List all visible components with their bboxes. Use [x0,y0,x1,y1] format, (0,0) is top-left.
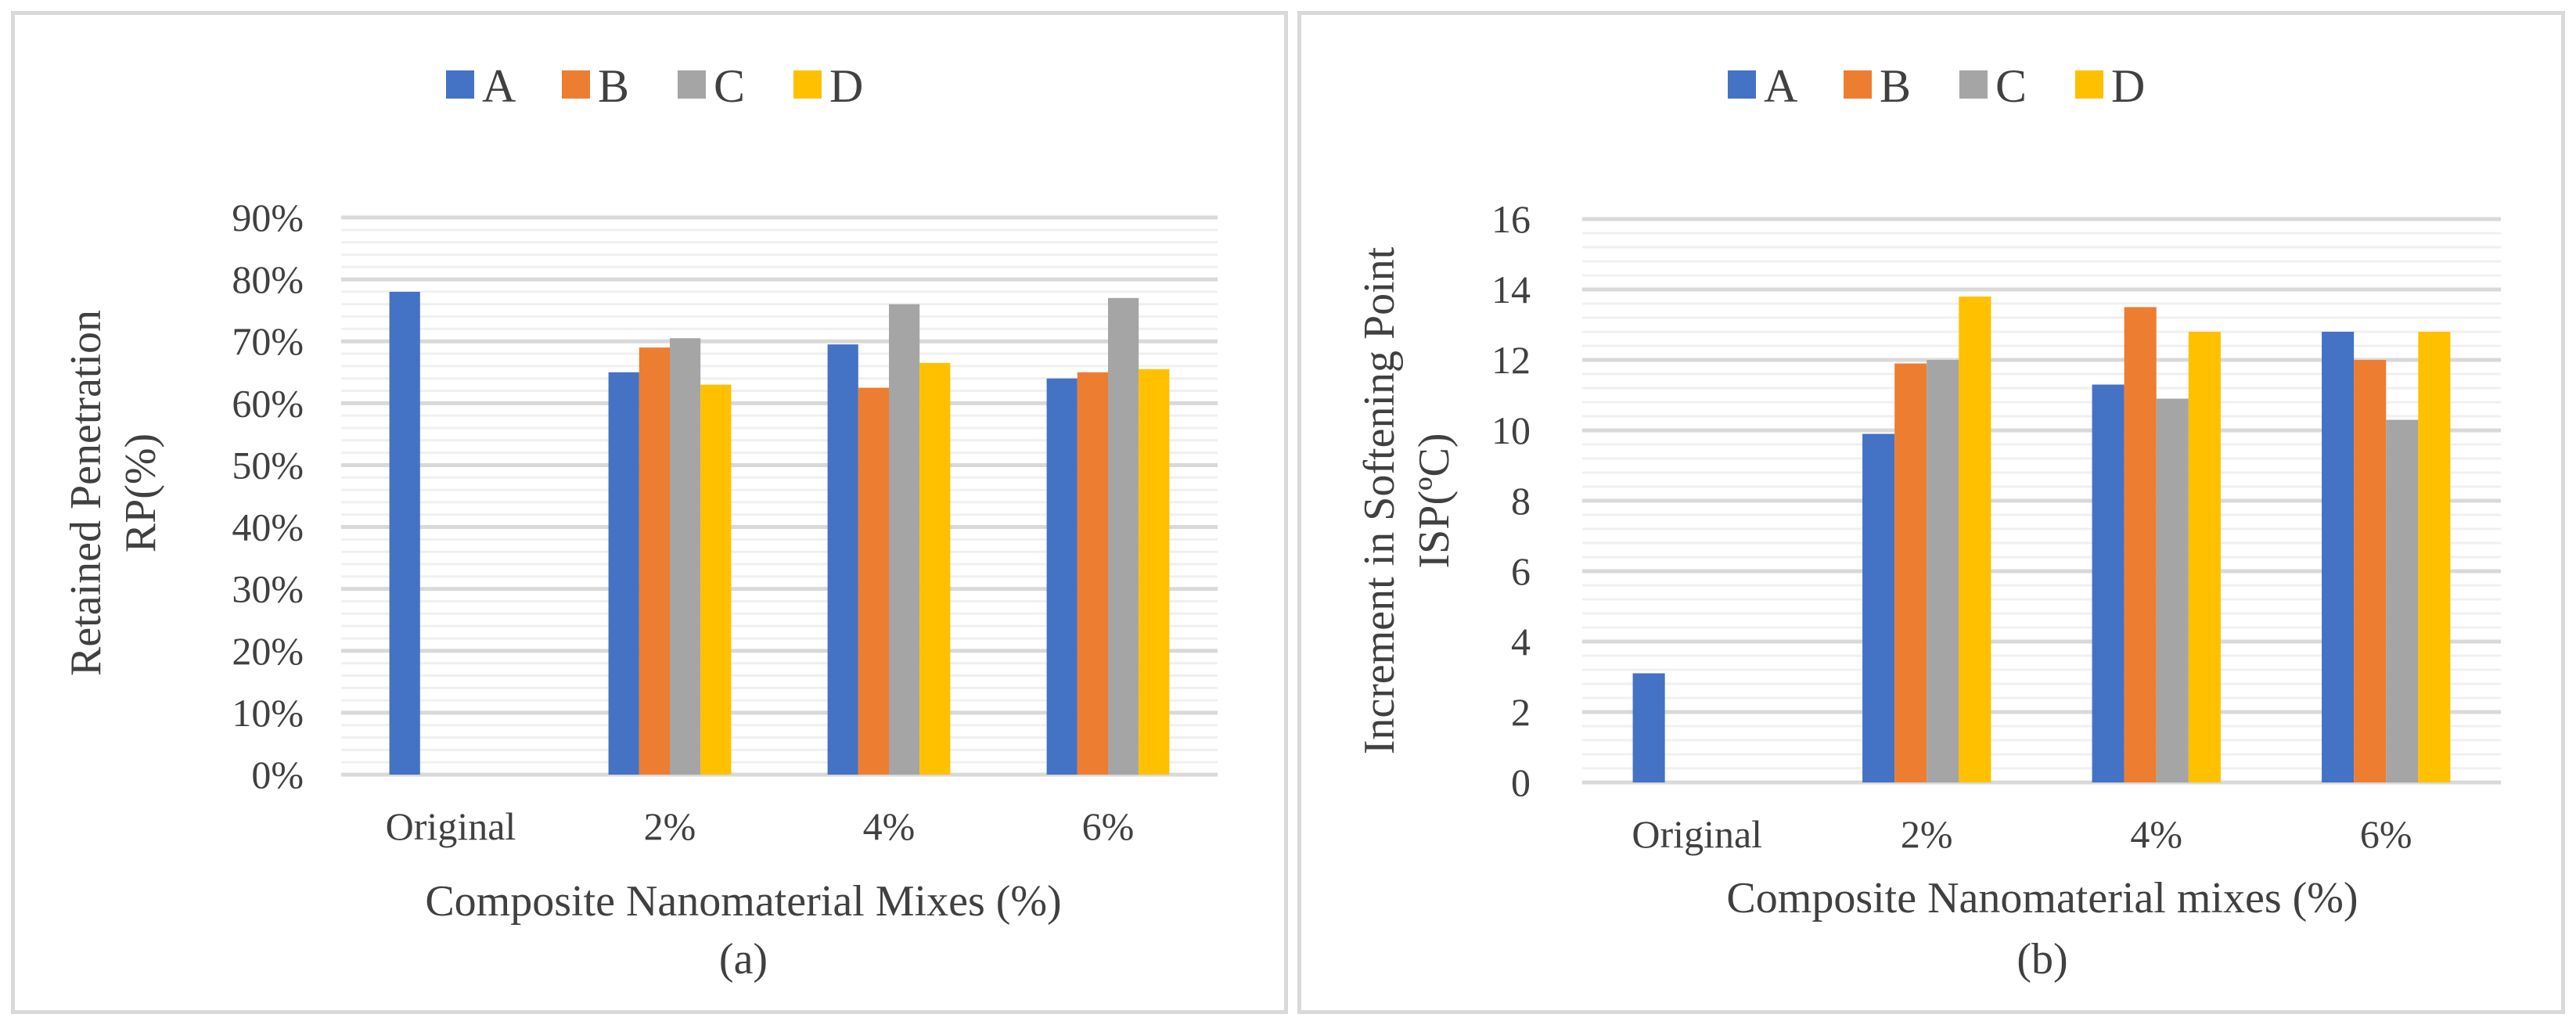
bar-a-3 [2092,384,2124,782]
x-category-label: 4% [2130,812,2182,856]
bar-c-3 [889,304,920,775]
y-tick-label: 10 [1491,408,1531,452]
bar-b-4 [1077,372,1108,775]
bar-a-1 [1632,673,1665,782]
legend-swatch-c [1959,70,1988,99]
bar-d-2 [1959,297,1991,782]
bar-d-3 [919,362,951,775]
x-axis-title: Composite Nanomaterial mixes (%) [1726,874,2358,922]
legend-label-b: B [598,60,629,112]
bar-a-1 [389,291,420,775]
bar-c-4 [1108,297,1139,775]
y-axis-title-line2: RP(%) [117,433,165,552]
x-category-label: Original [1632,812,1762,856]
bar-a-4 [2322,332,2355,782]
y-tick-label: 50% [232,443,304,487]
bar-b-3 [858,387,889,775]
legend-swatch-d [793,70,822,99]
bar-a-2 [1862,433,1895,782]
y-tick-label: 80% [232,257,304,301]
y-tick-label: 6 [1511,549,1531,593]
y-tick-label: 8 [1511,479,1531,523]
legend-label-d: D [2111,60,2145,112]
y-tick-label: 30% [232,567,304,611]
bar-b-2 [1894,363,1927,782]
y-tick-label: 16 [1491,197,1531,241]
panel-label: (b) [2017,935,2067,984]
y-axis-title-line1: Increment in Softening Point [1355,246,1404,754]
y-tick-label: 4 [1511,620,1531,664]
y-tick-label: 70% [232,319,304,363]
y-axis-title-line1: Retained Penetration [62,310,110,676]
x-axis-title: Composite Nanomaterial Mixes (%) [425,877,1061,926]
panel-label: (a) [719,935,768,984]
y-tick-label: 2 [1511,690,1531,734]
bar-d-4 [1139,369,1170,775]
y-tick-label: 20% [232,629,304,673]
legend-swatch-d [2075,70,2103,99]
y-tick-label: 60% [232,381,304,425]
x-category-label: 6% [2360,812,2412,856]
x-category-label: 2% [644,804,696,848]
legend-swatch-b [1844,70,1872,99]
x-category-label: Original [386,804,516,848]
legend-swatch-a [446,70,474,99]
y-tick-label: 10% [232,691,304,735]
bar-d-2 [700,384,732,775]
y-tick-label: 0 [1511,761,1531,804]
bar-a-4 [1046,378,1078,775]
bar-b-3 [2124,307,2157,782]
legend-swatch-b [562,70,590,99]
y-tick-label: 90% [232,196,304,239]
bar-a-2 [608,372,639,775]
legend-label-a: A [1764,60,1797,112]
bar-c-3 [2156,398,2189,782]
legend-label-c: C [714,60,745,112]
legend-label-a: A [482,60,516,112]
y-tick-label: 12 [1491,338,1531,382]
bar-c-4 [2386,419,2419,782]
legend-label-b: B [1880,60,1911,112]
bar-b-2 [639,347,670,775]
legend-swatch-c [678,70,706,99]
bar-c-2 [670,338,701,775]
y-tick-label: 40% [232,505,304,549]
x-category-label: 6% [1082,804,1135,848]
bar-d-4 [2418,332,2451,782]
legend-label-d: D [829,60,863,112]
bar-b-4 [2354,360,2387,782]
y-tick-label: 0% [251,753,304,797]
x-category-label: 2% [1901,812,1953,856]
bar-a-3 [827,344,858,775]
legend-label-c: C [1995,60,2027,112]
y-axis-title-line2: ISP(ºC) [1410,433,1459,569]
x-category-label: 4% [863,804,916,848]
y-tick-label: 14 [1491,268,1531,311]
bar-c-2 [1927,360,1959,782]
legend-swatch-a [1728,70,1756,99]
bar-d-3 [2188,332,2221,782]
